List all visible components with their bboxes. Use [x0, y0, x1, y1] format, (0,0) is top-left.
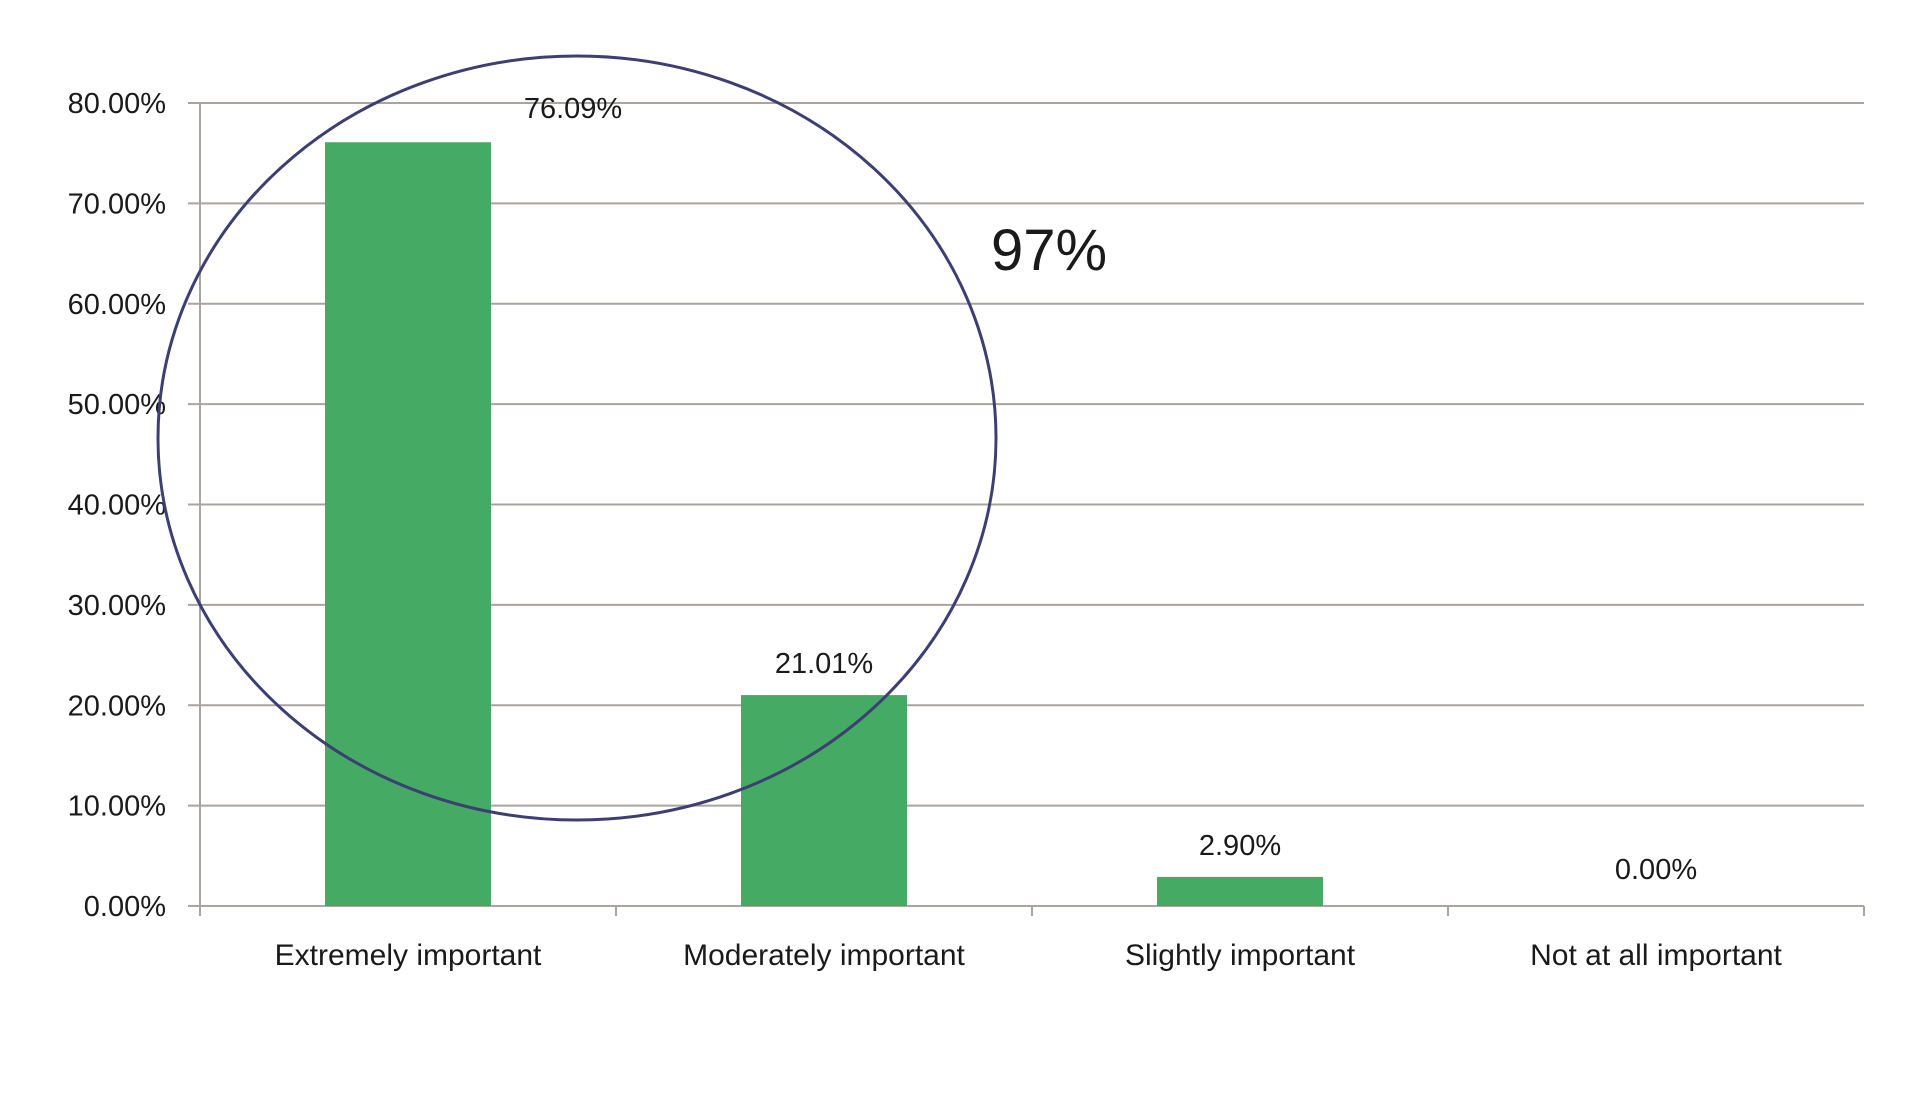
y-tick-label: 10.00% — [68, 791, 166, 823]
y-tick-label: 50.00% — [68, 389, 166, 421]
y-tick-label: 80.00% — [68, 88, 166, 120]
x-tick-label: Not at all important — [1530, 939, 1782, 972]
data-label: 21.01% — [775, 648, 873, 680]
y-tick-label: 60.00% — [68, 289, 166, 321]
highlight-ellipse — [156, 54, 998, 822]
bar — [325, 142, 491, 906]
data-label: 76.09% — [524, 93, 622, 125]
x-tick-label: Extremely important — [275, 939, 542, 972]
bar — [1157, 876, 1323, 906]
y-tick-label: 20.00% — [68, 690, 166, 722]
bar — [741, 695, 907, 906]
data-label: 2.90% — [1199, 830, 1281, 862]
annotation-text: 97% — [991, 218, 1107, 283]
x-tick-label: Slightly important — [1125, 939, 1356, 972]
x-tick-label: Moderately important — [683, 939, 965, 972]
data-label: 0.00% — [1615, 854, 1697, 886]
y-tick-label: 40.00% — [68, 490, 166, 522]
y-tick-label: 0.00% — [84, 891, 166, 923]
y-tick-label: 70.00% — [68, 188, 166, 220]
y-tick-label: 30.00% — [68, 590, 166, 622]
